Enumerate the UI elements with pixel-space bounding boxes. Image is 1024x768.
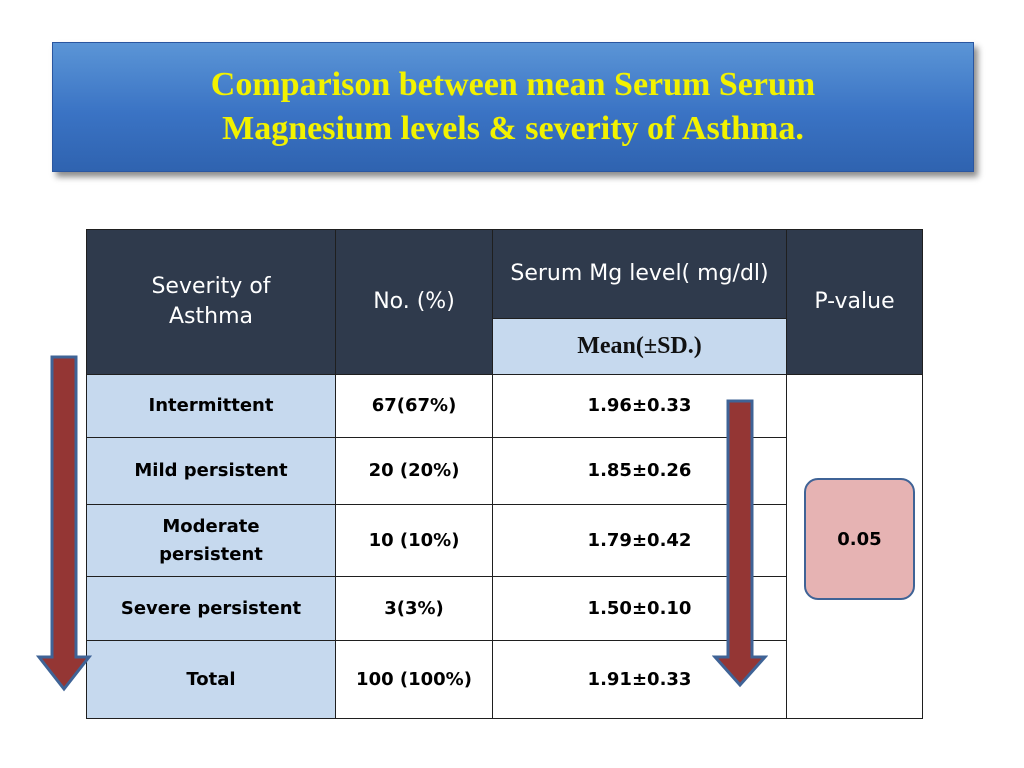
data-table: Severity of Asthma No. (%) Serum Mg leve… xyxy=(86,229,923,719)
row-severity: Severe persistent xyxy=(86,576,336,641)
header-count: No. (%) xyxy=(335,229,493,375)
header-mean-sd: Mean(±SD.) xyxy=(492,318,787,375)
row-severity: Intermittent xyxy=(86,374,336,438)
header-pvalue: P-value xyxy=(786,229,923,375)
down-arrow-middle-icon xyxy=(712,399,768,688)
title-line-1: Comparison between mean Serum Serum xyxy=(210,66,816,103)
header-severity: Severity of Asthma xyxy=(86,229,336,375)
title-line-2: Magnesium levels & severity of Asthma. xyxy=(222,110,804,147)
row-severity: Mild persistent xyxy=(86,437,336,505)
row-count: 10 (10%) xyxy=(335,504,493,577)
row-severity-total: Total xyxy=(86,640,336,719)
row-severity: Moderate persistent xyxy=(86,504,336,577)
row-count: 3(3%) xyxy=(335,576,493,641)
pvalue-box: 0.05 xyxy=(804,478,915,600)
title-banner: Comparison between mean Serum Serum Magn… xyxy=(52,42,974,172)
down-arrow-left-icon xyxy=(36,355,92,692)
row-count: 67(67%) xyxy=(335,374,493,438)
header-serum: Serum Mg level( mg/dl) xyxy=(492,229,787,319)
row-count: 20 (20%) xyxy=(335,437,493,505)
row-count-total: 100 (100%) xyxy=(335,640,493,719)
